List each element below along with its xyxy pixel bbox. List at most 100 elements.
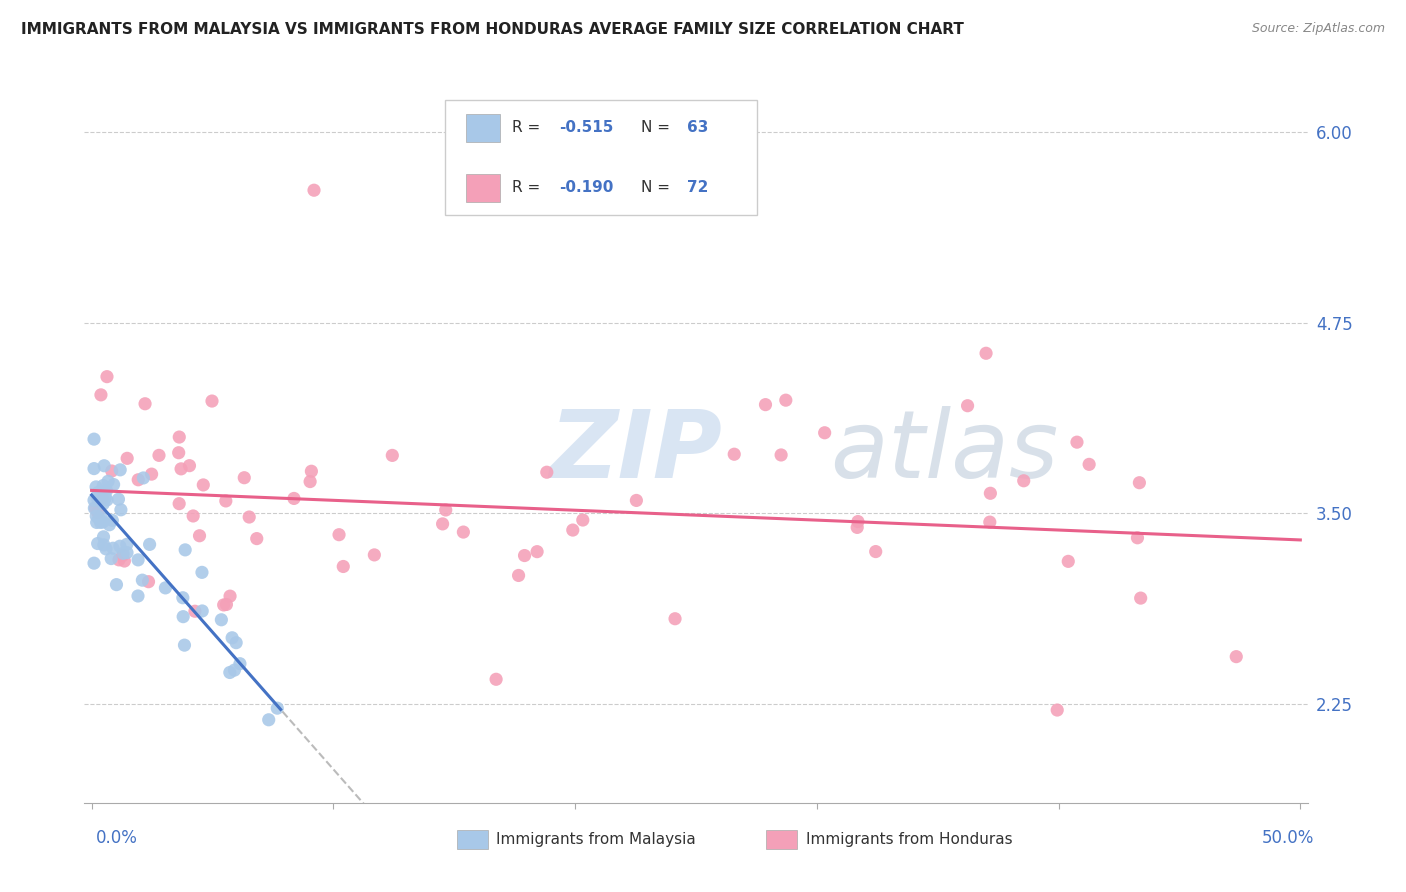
Point bbox=[110, 503, 132, 517]
Point bbox=[1057, 554, 1080, 568]
Point bbox=[100, 551, 122, 566]
Point bbox=[93, 538, 115, 552]
Point bbox=[96, 483, 118, 498]
Point bbox=[108, 463, 131, 477]
Point bbox=[979, 486, 1001, 500]
Point bbox=[83, 432, 105, 446]
Point bbox=[134, 397, 156, 411]
Point bbox=[132, 471, 155, 485]
Point bbox=[115, 537, 138, 551]
Point bbox=[87, 511, 110, 525]
Point bbox=[179, 458, 201, 473]
Point bbox=[89, 492, 111, 507]
Point bbox=[93, 458, 115, 473]
Point bbox=[846, 520, 869, 534]
Point bbox=[94, 491, 117, 505]
Text: Immigrants from Malaysia: Immigrants from Malaysia bbox=[496, 832, 696, 847]
Point bbox=[754, 398, 776, 412]
Point bbox=[664, 612, 686, 626]
Point bbox=[1126, 531, 1149, 545]
Point bbox=[299, 464, 322, 478]
Point bbox=[846, 515, 869, 529]
FancyBboxPatch shape bbox=[465, 174, 501, 202]
Point bbox=[215, 494, 238, 508]
Point bbox=[626, 493, 648, 508]
Point bbox=[90, 491, 112, 506]
Point bbox=[257, 713, 280, 727]
Point bbox=[233, 471, 256, 485]
Point bbox=[91, 478, 114, 492]
Point bbox=[246, 532, 269, 546]
Point bbox=[266, 701, 288, 715]
Point bbox=[167, 430, 190, 444]
Point bbox=[105, 577, 128, 591]
Point bbox=[381, 449, 404, 463]
Point bbox=[173, 638, 195, 652]
Point bbox=[432, 516, 454, 531]
Point bbox=[155, 581, 177, 595]
Point bbox=[96, 369, 118, 384]
Point bbox=[127, 473, 149, 487]
Point bbox=[956, 399, 979, 413]
Point bbox=[181, 508, 204, 523]
Point bbox=[167, 497, 190, 511]
Point bbox=[115, 546, 138, 560]
Point bbox=[94, 491, 117, 505]
Point bbox=[101, 541, 124, 556]
Point bbox=[453, 524, 475, 539]
Point bbox=[191, 604, 214, 618]
Point bbox=[141, 467, 163, 482]
Point bbox=[87, 506, 110, 520]
Point bbox=[90, 516, 112, 530]
Point bbox=[814, 425, 837, 440]
Text: -0.515: -0.515 bbox=[560, 120, 613, 136]
Point bbox=[172, 609, 194, 624]
Text: 72: 72 bbox=[688, 180, 709, 195]
Text: R =: R = bbox=[513, 180, 546, 195]
Point bbox=[84, 501, 107, 516]
Text: ZIP: ZIP bbox=[550, 406, 723, 498]
Text: 50.0%: 50.0% bbox=[1263, 829, 1315, 847]
Text: -0.190: -0.190 bbox=[560, 180, 613, 195]
Point bbox=[84, 480, 107, 494]
Point bbox=[191, 566, 214, 580]
FancyBboxPatch shape bbox=[457, 830, 488, 849]
Point bbox=[87, 492, 110, 507]
Text: N =: N = bbox=[641, 180, 675, 195]
Text: Source: ZipAtlas.com: Source: ZipAtlas.com bbox=[1251, 22, 1385, 36]
Point bbox=[332, 559, 354, 574]
Point bbox=[108, 553, 131, 567]
Point bbox=[83, 556, 105, 570]
Point bbox=[209, 613, 232, 627]
Point bbox=[172, 591, 194, 605]
Point bbox=[101, 513, 124, 527]
Point bbox=[1225, 649, 1247, 664]
Point bbox=[174, 542, 197, 557]
Point bbox=[283, 491, 305, 506]
Point bbox=[100, 464, 122, 478]
Point bbox=[193, 478, 215, 492]
Point bbox=[513, 549, 536, 563]
Point bbox=[138, 574, 160, 589]
Point bbox=[219, 589, 242, 603]
Point bbox=[221, 631, 243, 645]
Point bbox=[1078, 458, 1101, 472]
Point bbox=[188, 529, 211, 543]
Point bbox=[201, 394, 224, 409]
Point bbox=[865, 544, 887, 558]
Point bbox=[86, 516, 108, 530]
Text: 0.0%: 0.0% bbox=[96, 829, 138, 847]
Point bbox=[526, 544, 548, 558]
Point bbox=[108, 539, 131, 553]
Point bbox=[302, 183, 325, 197]
Point bbox=[1129, 591, 1152, 606]
Point bbox=[86, 536, 108, 550]
Point bbox=[107, 492, 129, 507]
Point bbox=[770, 448, 793, 462]
Point bbox=[536, 465, 558, 479]
Point bbox=[94, 541, 117, 556]
Point bbox=[103, 477, 125, 491]
Point bbox=[434, 503, 457, 517]
Text: R =: R = bbox=[513, 120, 546, 136]
Point bbox=[212, 598, 235, 612]
